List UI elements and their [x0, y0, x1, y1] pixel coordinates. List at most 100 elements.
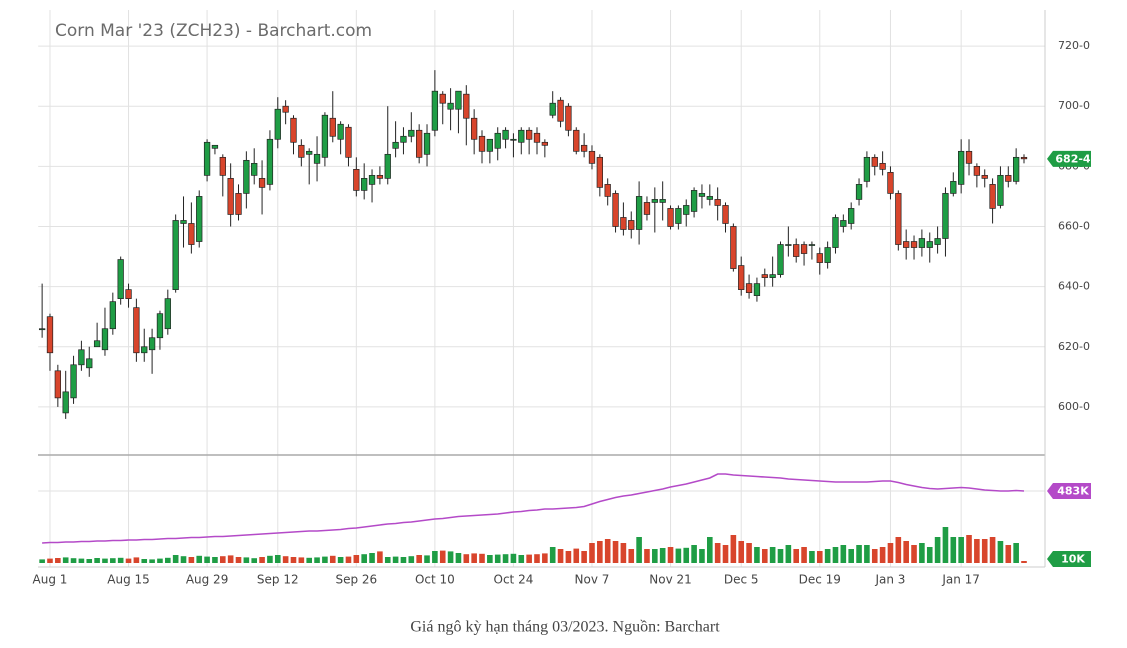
candle-body: [400, 135, 407, 143]
open-interest-tag: [1047, 483, 1091, 499]
candle-body: [643, 202, 651, 215]
candle-body: [211, 144, 219, 149]
candle-body: [227, 178, 234, 215]
candle-body: [196, 196, 203, 242]
candle-body: [573, 129, 580, 152]
x-tick-label: Oct 24: [494, 573, 534, 587]
candle-body: [282, 105, 289, 113]
volume-bar: [652, 549, 658, 563]
volume-bar: [471, 553, 477, 563]
volume-bar: [911, 545, 917, 563]
candle-body: [133, 307, 140, 354]
volume-bar: [447, 551, 454, 563]
volume-bar: [188, 557, 195, 563]
candle-body: [243, 159, 250, 194]
volume-bar: [306, 557, 312, 563]
volume-bar: [549, 547, 556, 563]
candle-body: [180, 220, 187, 224]
volume-bar: [903, 541, 909, 563]
volume-bar: [337, 557, 344, 563]
volume-bar: [997, 541, 1004, 563]
open-interest-line: [42, 473, 1025, 544]
volume-bar: [361, 554, 367, 563]
volume-bar: [102, 558, 108, 563]
candle-body: [164, 298, 171, 330]
volume-bar: [487, 555, 493, 563]
volume-bar: [542, 553, 548, 563]
volume-bar: [707, 537, 713, 563]
candle-body: [125, 289, 132, 299]
x-tick-label: Aug 29: [186, 573, 229, 587]
volume-bar: [942, 527, 949, 563]
volume-bar: [777, 549, 784, 563]
candle-body: [78, 349, 85, 366]
candle-body: [1012, 156, 1020, 182]
volume-bar: [534, 554, 540, 563]
candle-body: [675, 208, 682, 224]
candle-body: [604, 184, 611, 197]
y-tick-label: 600-0: [1058, 400, 1090, 413]
volume-bar: [895, 537, 902, 563]
candle-body: [408, 129, 415, 137]
x-tick-label: Aug 1: [33, 573, 68, 587]
candle-body: [471, 117, 478, 140]
volume-bar: [329, 555, 336, 563]
candle-body: [997, 175, 1004, 206]
x-tick-label: Sep 26: [335, 573, 377, 587]
volume-bar: [738, 541, 745, 563]
candle-body: [109, 301, 116, 330]
volume-bar: [408, 556, 415, 563]
candle-body: [518, 129, 525, 143]
volume-bar: [165, 557, 171, 563]
candle-body: [549, 102, 556, 116]
volume-bar: [644, 549, 650, 563]
volume-bar: [196, 555, 203, 563]
x-tick-label: Jan 17: [941, 573, 980, 587]
volume-bar: [801, 547, 807, 563]
volume-bar: [290, 557, 297, 563]
volume-bar: [432, 551, 438, 563]
volume-bar: [400, 557, 407, 563]
y-tick-label: 640-0: [1058, 280, 1090, 293]
candle-body: [101, 328, 109, 351]
candle-body: [266, 138, 274, 185]
volume-bar: [110, 558, 116, 563]
x-tick-label: Dec 19: [799, 573, 841, 587]
candle-body: [934, 238, 941, 245]
candle-body: [958, 150, 965, 185]
volume-bar: [809, 551, 815, 563]
candle-body: [895, 193, 902, 245]
x-tick-label: Sep 12: [257, 573, 299, 587]
candle-body: [918, 238, 926, 248]
volume-bar: [479, 553, 485, 563]
volume-bar: [864, 545, 870, 563]
volume-bar: [887, 543, 894, 563]
candle-body: [981, 175, 988, 179]
volume-bar: [966, 535, 972, 563]
candle-body: [1005, 175, 1012, 182]
volume-bar: [848, 549, 854, 563]
candle-body: [235, 193, 242, 215]
volume-bar: [157, 558, 163, 563]
volume-bar: [604, 539, 611, 563]
candle-body: [793, 244, 800, 257]
volume-bar: [565, 551, 572, 563]
volume-bar: [526, 554, 532, 563]
candle-body: [258, 178, 266, 188]
candle-body: [384, 153, 391, 179]
volume-bar: [974, 539, 980, 563]
candle-body: [557, 99, 564, 122]
candle-body: [832, 217, 839, 248]
candle-body: [651, 199, 658, 203]
candle-body: [290, 117, 297, 143]
volume-bar: [754, 547, 760, 563]
volume-bar: [267, 555, 273, 563]
candle-body: [533, 132, 541, 143]
volume-bar: [439, 550, 446, 563]
candle-body: [620, 217, 627, 230]
candle-body: [525, 129, 533, 140]
volume-bar: [47, 558, 53, 563]
candle-body: [683, 205, 690, 215]
volume-bar: [1021, 561, 1027, 563]
candle-body: [879, 162, 886, 170]
